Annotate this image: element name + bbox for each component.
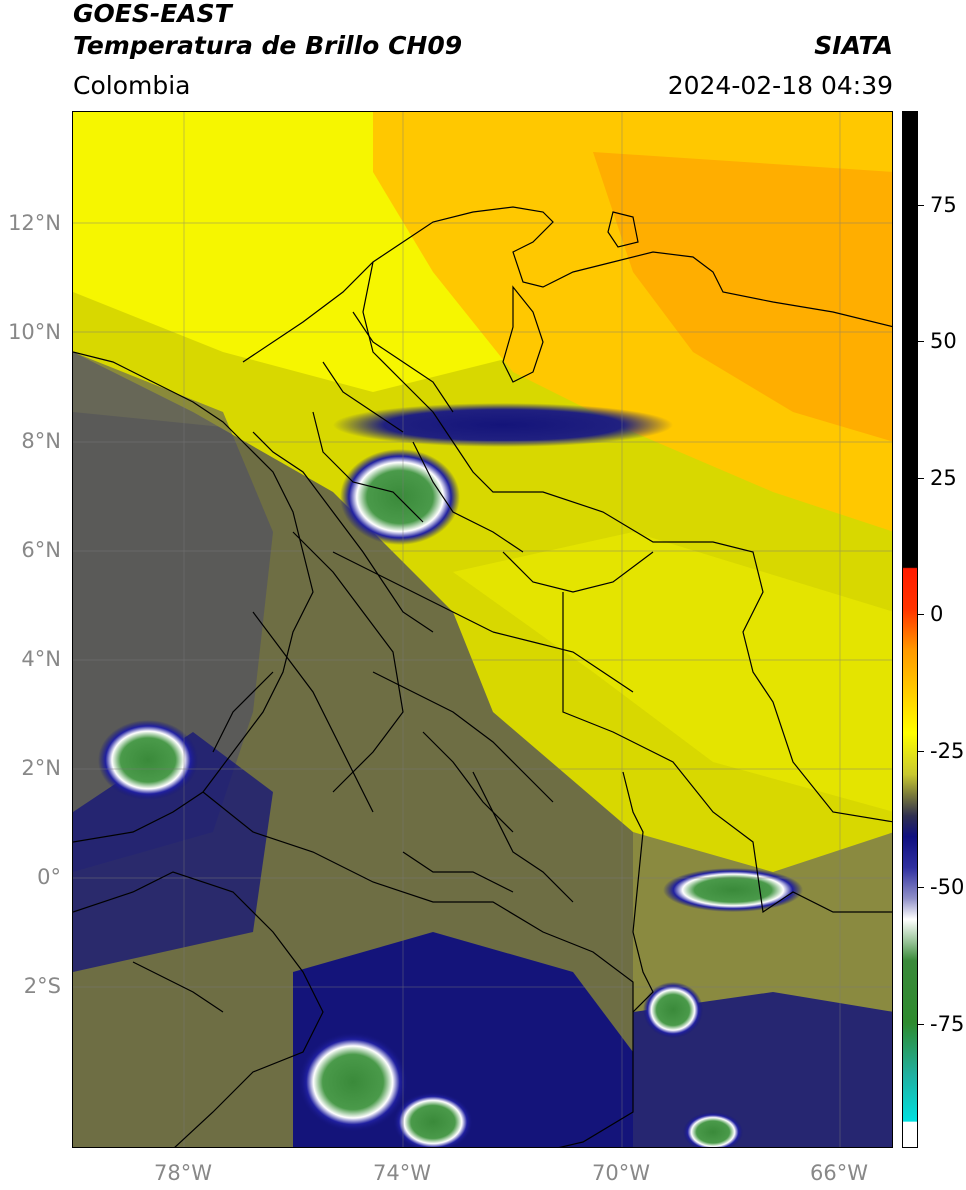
cb-label-75: 75: [930, 193, 957, 217]
lat-label-8n: 8°N: [21, 429, 61, 453]
cb-tick: [918, 614, 924, 615]
satellite-title: GOES-EAST: [73, 0, 232, 28]
cb-tick: [918, 887, 924, 888]
storm-cell-south2: [393, 1092, 473, 1147]
lat-label-4n: 4°N: [21, 647, 61, 671]
storm-cell-se1: [643, 982, 703, 1038]
storm-cell-se2: [683, 1112, 743, 1147]
cb-tick: [918, 205, 924, 206]
cb-label-0: 0: [930, 602, 944, 626]
storm-cell-south: [298, 1032, 408, 1132]
cb-tick: [918, 751, 924, 752]
map-canvas: [73, 112, 892, 1147]
cb-label-minus50: -50: [930, 875, 965, 899]
cb-label-minus75: -75: [930, 1012, 965, 1036]
storm-cell-north: [340, 449, 460, 545]
convective-band: [333, 403, 673, 447]
lon-label-66w: 66°W: [810, 1161, 868, 1185]
southeast-navy: [633, 992, 892, 1147]
graticule: [73, 112, 892, 1147]
orange-core: [593, 152, 892, 442]
product-title: Temperatura de Brillo CH09: [73, 31, 463, 60]
cb-tick: [918, 478, 924, 479]
cb-tick: [918, 1024, 924, 1025]
lat-label-10n: 10°N: [8, 320, 61, 344]
datetime-label: 2024-02-18 04:39: [667, 71, 893, 100]
cb-tick: [918, 341, 924, 342]
colorbar: [902, 111, 918, 1148]
cb-label-50: 50: [930, 329, 957, 353]
lat-label-2s: 2°S: [23, 974, 61, 998]
boundaries: [73, 206, 892, 1147]
region-label: Colombia: [73, 71, 191, 100]
source-label: SIATA: [814, 31, 893, 60]
lat-label-12n: 12°N: [8, 211, 61, 235]
lat-label-6n: 6°N: [21, 538, 61, 562]
lon-label-74w: 74°W: [373, 1161, 431, 1185]
lat-label-2n: 2°N: [21, 756, 61, 780]
cb-label-25: 25: [930, 466, 957, 490]
storm-cell-west: [98, 720, 198, 800]
lat-label-0: 0°: [37, 865, 61, 889]
storm-cell-east: [663, 868, 803, 912]
lon-label-70w: 70°W: [592, 1161, 650, 1185]
cb-label-minus25: -25: [930, 739, 965, 763]
lon-label-78w: 78°W: [154, 1161, 212, 1185]
brightness-temperature-map: [72, 111, 893, 1148]
